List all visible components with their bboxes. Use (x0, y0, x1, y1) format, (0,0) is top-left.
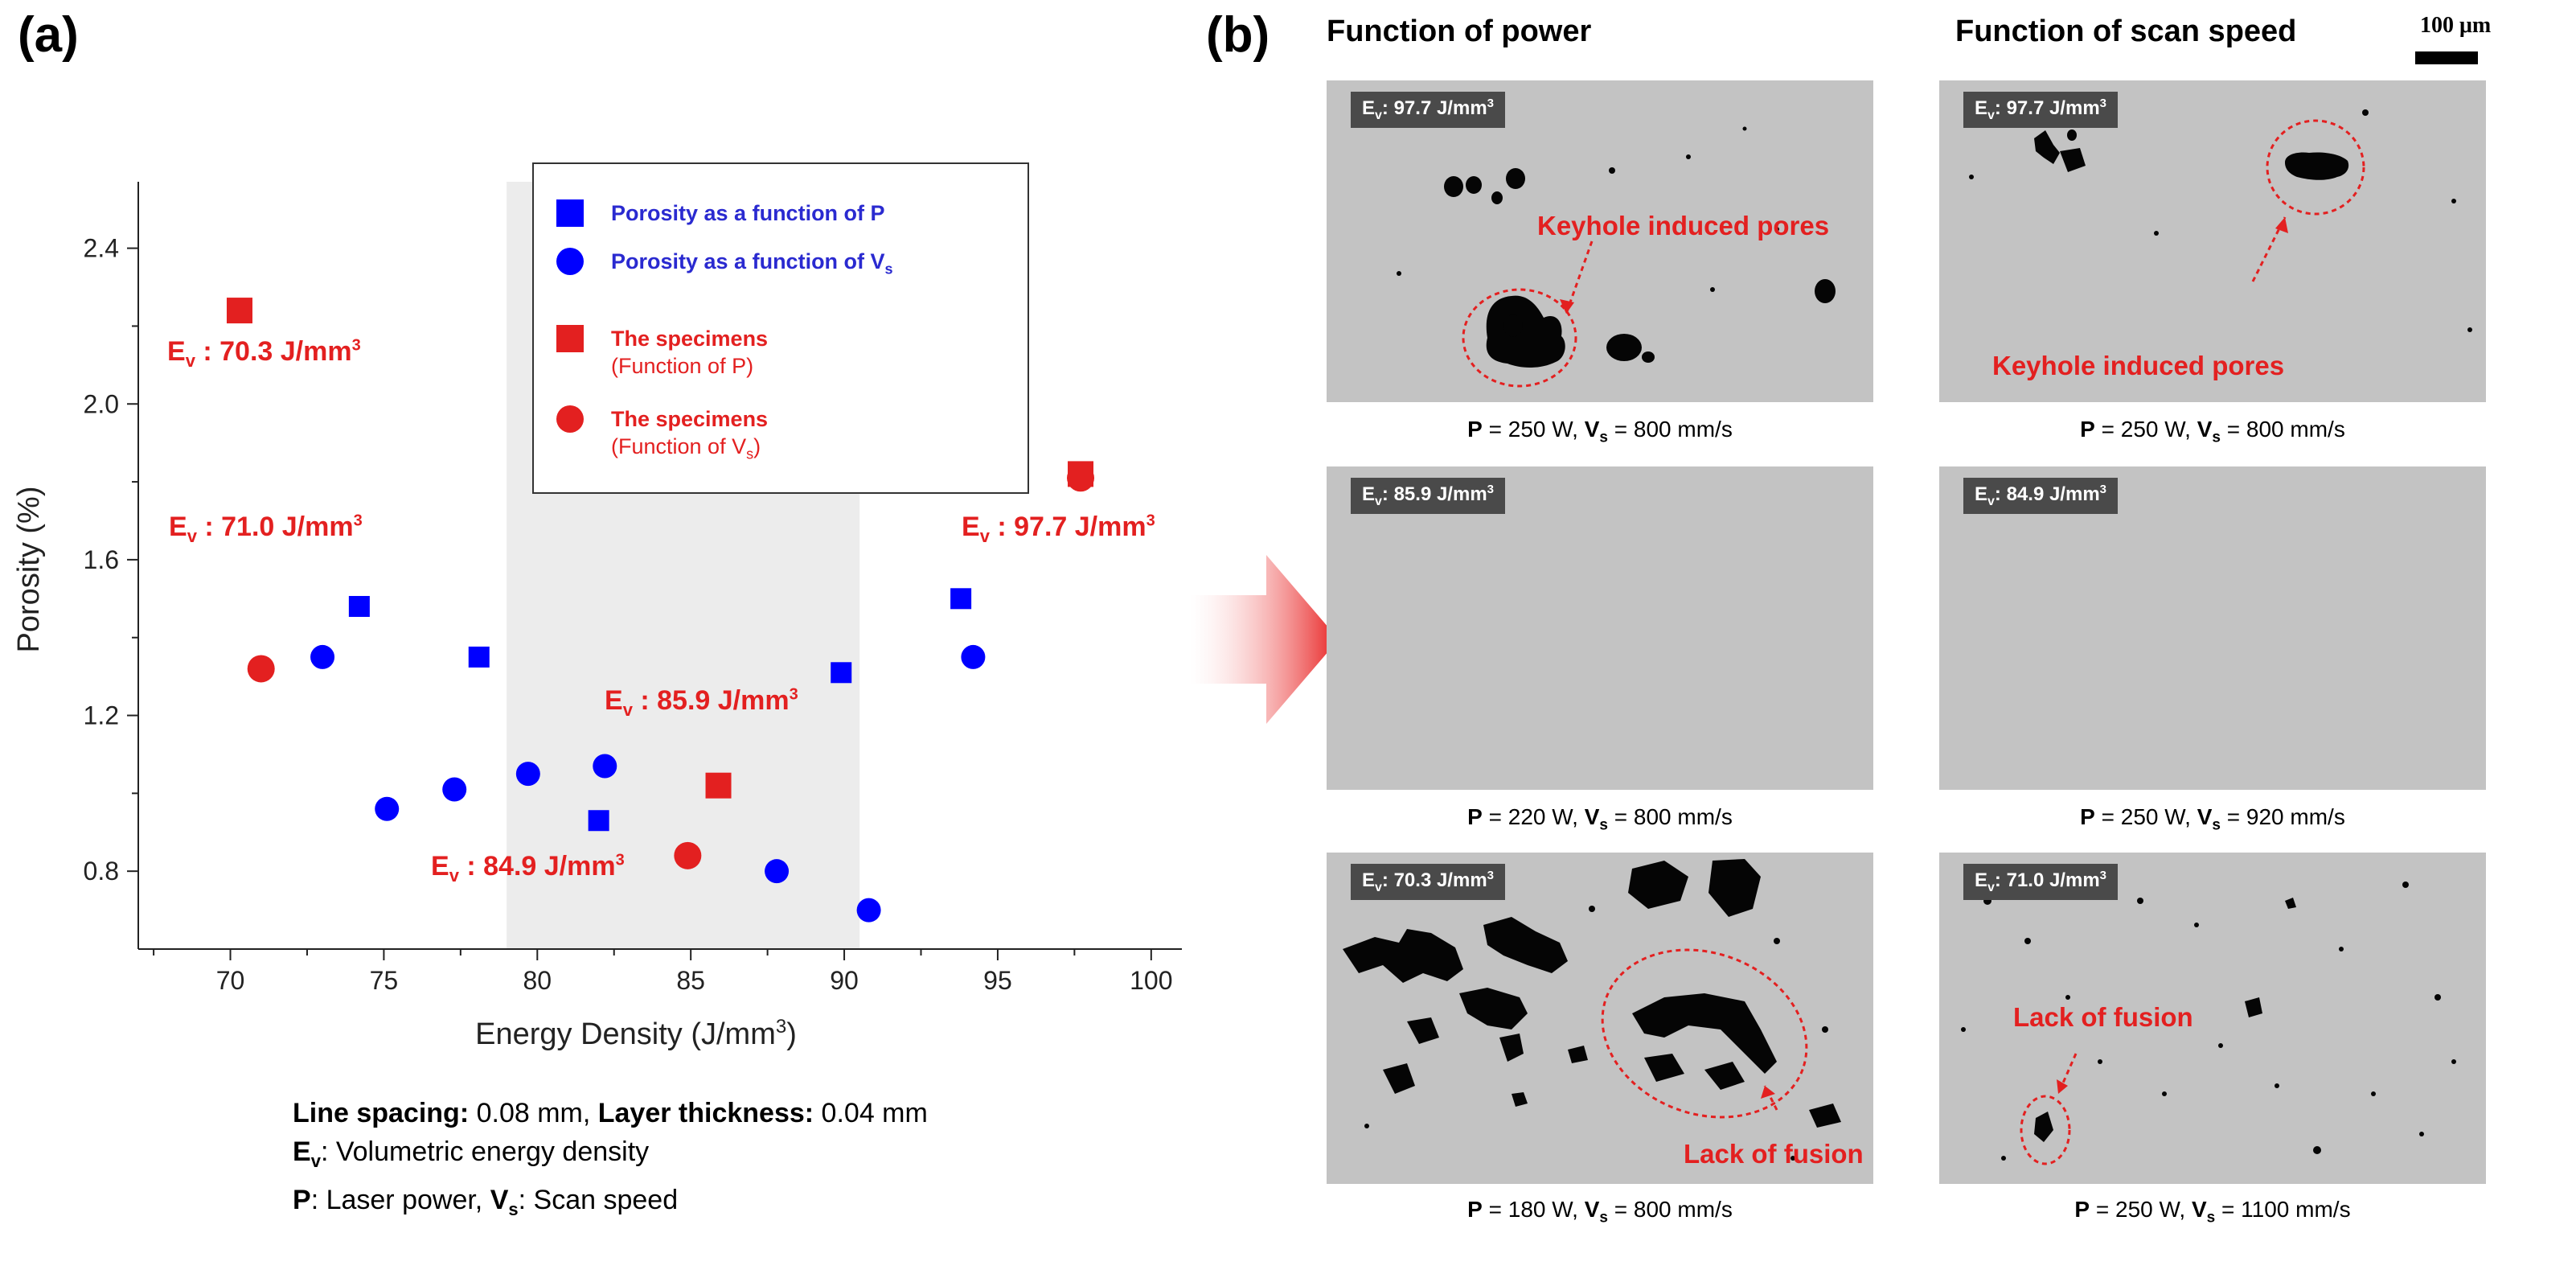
annotation-lack-fusion-p: Lack of fusion (1684, 1139, 1864, 1169)
legend-marker-blue-square (556, 199, 584, 227)
x-tick-label: 90 (830, 966, 859, 995)
legend-marker-red-circle (556, 405, 584, 433)
annotation-keyhole-p: Keyhole induced pores (1537, 211, 1830, 240)
data-point-circle (961, 644, 986, 669)
x-axis-label: Energy Density (J/mm3) (475, 1016, 797, 1051)
micrograph-speed-1100: Ev: 71.0 J/mm3 Lack of fusion (1939, 853, 2486, 1184)
micrograph-power-250w: Ev: 97.7 J/mm3 Keyhole induced pores (1327, 80, 1873, 402)
x-tick-label: 75 (370, 966, 399, 995)
x-tick-label: 85 (676, 966, 705, 995)
data-point-circle (674, 841, 702, 869)
condition-s3: P = 250 W, Vs = 1100 mm/s (2074, 1197, 2351, 1227)
data-point-circle (765, 859, 790, 884)
data-point-square (468, 646, 490, 668)
y-tick-label: 2.0 (84, 389, 119, 418)
condition-p1: P = 250 W, Vs = 800 mm/s (1467, 417, 1733, 446)
annotation-84-9: Ev : 84.9 J/mm3 (431, 851, 625, 886)
annotation-71-0: Ev : 71.0 J/mm3 (169, 512, 363, 546)
legend-item-specimens-p: The specimens (Function of P) (556, 325, 768, 380)
y-tick-label: 1.6 (84, 545, 119, 574)
legend-item-vs: Porosity as a function of Vs (556, 248, 893, 282)
pore-pattern-lack-of-fusion (1343, 859, 1841, 1161)
data-point-circle (1067, 464, 1095, 492)
data-point-square (588, 810, 609, 832)
chart-legend: Porosity as a function of P Porosity as … (532, 162, 1029, 494)
notes-line-2: Ev: Volumetric energy density (293, 1136, 650, 1171)
data-point-square (226, 298, 252, 324)
chart-notes: Line spacing: 0.08 mm, Layer thickness: … (293, 1094, 928, 1229)
x-tick-label: 80 (523, 966, 552, 995)
legend-sub-p: (Function of P) (611, 354, 754, 378)
data-point-square (705, 772, 732, 799)
micrograph-speed-920: Ev: 84.9 J/mm3 (1939, 466, 2486, 790)
condition-p3: P = 180 W, Vs = 800 mm/s (1467, 1197, 1733, 1227)
legend-label-vs-sub: s (884, 261, 893, 277)
tag-p3: Ev: 70.3 J/mm3 (1351, 864, 1505, 900)
legend-item-specimens-vs: The specimens (Function of Vs) (556, 405, 768, 467)
x-tick-label: 95 (983, 966, 1012, 995)
panel-b-label: (b) (1206, 7, 1270, 63)
legend-label-vs: Porosity as a function of V (611, 249, 885, 273)
tag-s1: Ev: 97.7 J/mm3 (1963, 92, 2118, 128)
tag-s2: Ev: 84.9 J/mm3 (1963, 478, 2118, 514)
data-point-circle (442, 777, 467, 802)
annotation-97-7: Ev : 97.7 J/mm3 (962, 512, 1155, 546)
y-axis-label: Porosity (%) (12, 487, 46, 653)
legend-sub-vs: (Function of V (611, 434, 747, 458)
pore-pattern-keyhole (1397, 126, 1836, 388)
legend-sub-vs-sub: s (746, 446, 754, 462)
data-point-circle (375, 796, 400, 821)
notes-line-3: P: Laser power, Vs: Scan speed (293, 1184, 679, 1219)
panel-arrow-icon (1190, 555, 1339, 724)
scale-bar-label: 100 μm (2420, 13, 2492, 38)
legend-label-specimens-p: The specimens (611, 327, 769, 351)
legend-marker-red-square (556, 325, 584, 352)
tag-p2: Ev: 85.9 J/mm3 (1351, 478, 1505, 514)
annotation-70-3: Ev : 70.3 J/mm3 (167, 336, 361, 371)
condition-s2: P = 250 W, Vs = 920 mm/s (2080, 804, 2345, 834)
tag-s3: Ev: 71.0 J/mm3 (1963, 864, 2118, 900)
notes-line-1: Line spacing: 0.08 mm, Layer thickness: … (293, 1098, 928, 1128)
data-point-circle (310, 644, 335, 669)
data-point-square (348, 595, 370, 617)
y-tick-label: 2.4 (84, 234, 119, 263)
data-point-circle (247, 655, 275, 683)
condition-p2: P = 220 W, Vs = 800 mm/s (1467, 804, 1733, 834)
annotation-keyhole-s: Keyhole induced pores (1992, 351, 2285, 380)
annotation-85-9: Ev : 85.9 J/mm3 (605, 685, 798, 720)
y-tick-label: 1.2 (84, 701, 119, 730)
legend-sub-vs-end: ) (753, 434, 761, 458)
y-tick-label: 0.8 (84, 857, 119, 886)
micrograph-speed-800: Ev: 97.7 J/mm3 Keyhole induced pores (1939, 80, 2486, 402)
column-title-power: Function of power (1327, 14, 1592, 48)
pore-pattern-keyhole-speed (1969, 109, 2472, 332)
annotation-lack-fusion-s: Lack of fusion (2013, 1002, 2193, 1032)
scale-bar (2415, 51, 2478, 64)
data-point-circle (856, 898, 881, 923)
legend-marker-blue-circle (556, 248, 584, 275)
data-point-circle (515, 762, 540, 787)
legend-item-p: Porosity as a function of P (556, 199, 885, 227)
legend-label-p: Porosity as a function of P (611, 201, 885, 225)
x-tick-label: 100 (1130, 966, 1172, 995)
micrograph-power-220w: Ev: 85.9 J/mm3 (1327, 466, 1873, 790)
data-point-square (950, 588, 972, 610)
data-point-square (831, 662, 852, 684)
micrograph-power-180w: Ev: 70.3 J/mm3 Lack of fusion (1327, 853, 1873, 1184)
condition-s1: P = 250 W, Vs = 800 mm/s (2080, 417, 2345, 446)
data-point-circle (593, 754, 617, 779)
legend-label-specimens-vs: The specimens (611, 407, 769, 431)
x-tick-label: 70 (216, 966, 245, 995)
column-title-speed: Function of scan speed (1955, 14, 2297, 48)
tag-p1: Ev: 97.7 J/mm3 (1351, 92, 1505, 128)
panel-a-label: (a) (18, 7, 79, 63)
